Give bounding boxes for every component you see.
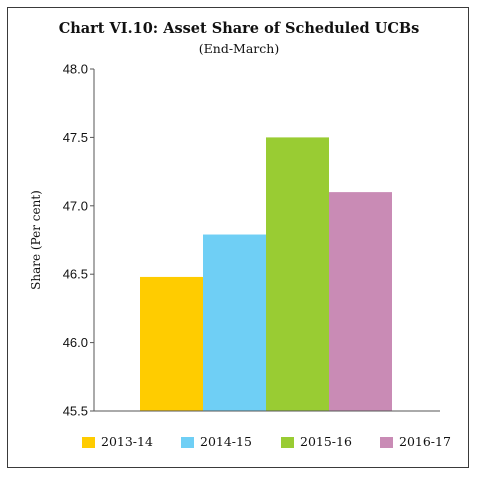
legend-label-2013-14: 2013-14 — [101, 434, 153, 449]
legend-label-2016-17: 2016-17 — [399, 434, 451, 449]
bar-2013-14 — [140, 276, 203, 411]
y-tick-label-47.0: 47.0 — [63, 198, 88, 213]
chart-subtitle: (End-March) — [198, 41, 280, 56]
bar-2016-17 — [329, 192, 392, 411]
legend-label-2015-16: 2015-16 — [300, 434, 352, 449]
chart-title: Chart VI.10: Asset Share of Scheduled UC… — [58, 20, 420, 37]
legend-swatch-2013-14 — [82, 437, 95, 448]
y-tick-label-45.5: 45.5 — [63, 404, 88, 419]
legend: 2013-14 2014-15 2015-16 2016-17 — [0, 433, 478, 453]
bar-2014-15 — [203, 234, 266, 411]
legend-swatch-2015-16 — [281, 437, 294, 448]
y-tick-label-46.5: 46.5 — [63, 267, 88, 282]
legend-swatch-2014-15 — [181, 437, 194, 448]
y-tick-label-47.5: 47.5 — [63, 130, 88, 145]
y-tick-label-48.0: 48.0 — [63, 62, 88, 77]
legend-swatch-2016-17 — [380, 437, 393, 448]
y-tick-label-46.0: 46.0 — [63, 335, 88, 350]
bar-2015-16 — [266, 137, 329, 411]
legend-label-2014-15: 2014-15 — [200, 434, 252, 449]
